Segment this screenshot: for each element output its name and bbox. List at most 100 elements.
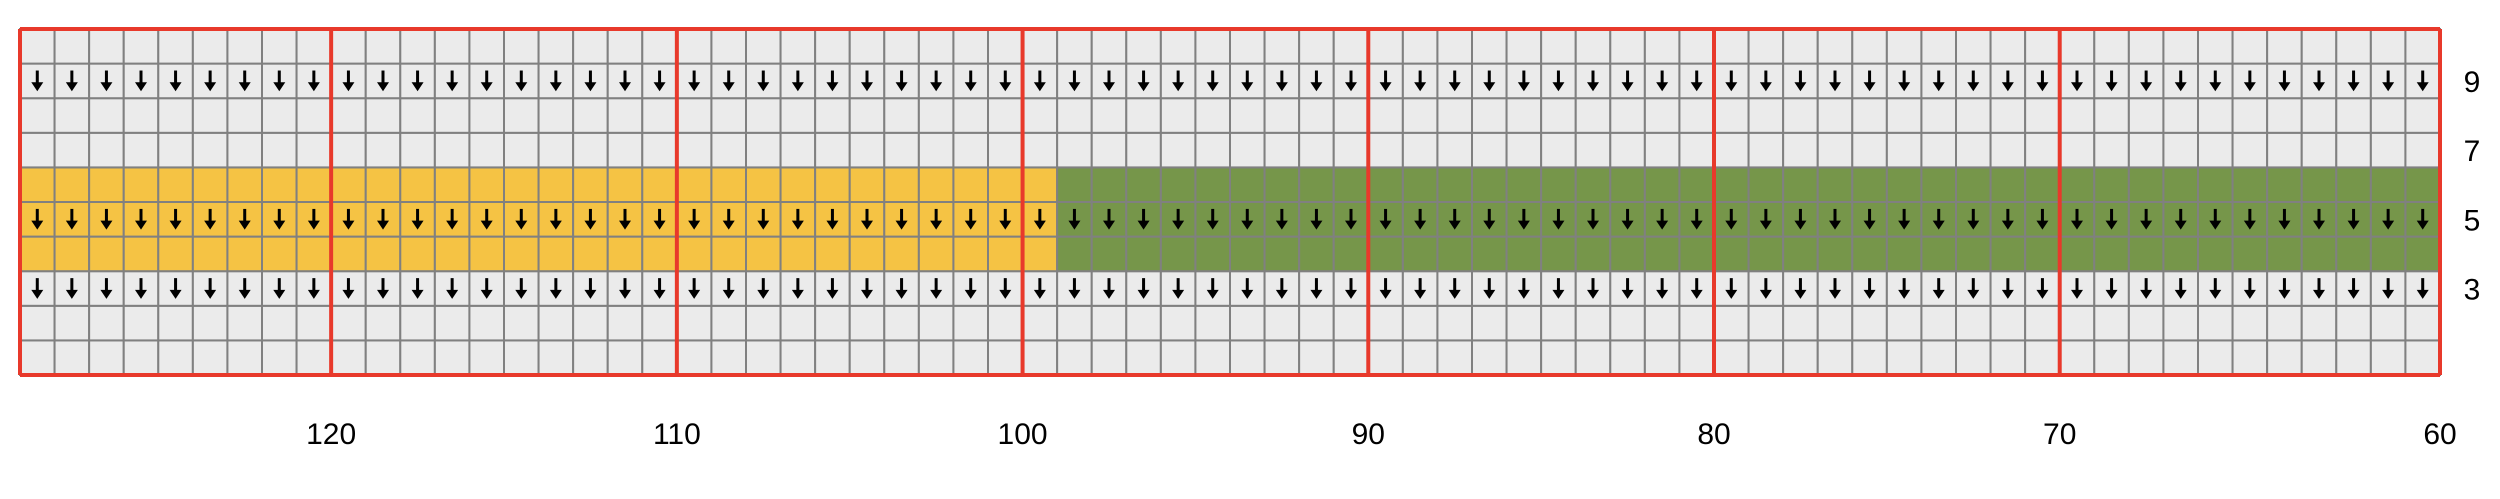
down-arrow-icon — [1587, 208, 1599, 230]
stitch-cell — [1505, 28, 1543, 65]
stitch-cell — [157, 97, 194, 134]
stitch-cell — [2162, 62, 2199, 100]
column-label: 60 — [2423, 418, 2456, 451]
down-arrow-icon — [1033, 278, 1046, 299]
down-arrow-icon — [480, 278, 493, 299]
row-label: 7 — [2464, 135, 2481, 168]
stitch-cell — [1471, 28, 1508, 65]
down-arrow-icon — [549, 278, 562, 299]
stitch-cell — [433, 131, 471, 169]
stitch-cell — [2093, 235, 2130, 273]
down-arrow-icon — [1345, 208, 1357, 230]
stitch-cell — [1471, 339, 1508, 376]
down-arrow-icon — [1448, 208, 1461, 230]
stitch-cell — [1229, 28, 1266, 65]
stitch-cell — [364, 339, 402, 376]
stitch-cell — [952, 304, 990, 342]
stitch-cell — [1021, 166, 1059, 203]
stitch-cell — [1505, 304, 1543, 342]
stitch-cell — [261, 28, 298, 65]
stitch-cell — [1436, 235, 1474, 273]
stitch-cell — [537, 166, 575, 203]
down-arrow-icon — [65, 208, 78, 230]
stitch-cell — [1298, 131, 1335, 169]
down-arrow-icon — [1033, 70, 1046, 92]
down-arrow-icon — [169, 278, 182, 299]
stitch-cell — [226, 97, 264, 134]
column-label: 120 — [306, 418, 356, 451]
stitch-cell — [848, 131, 886, 169]
stitch-cell — [468, 28, 505, 65]
row-label: 3 — [2464, 274, 2481, 307]
stitch-cell — [1125, 28, 1162, 65]
stitch-cell — [1194, 235, 1232, 273]
stitch-cell — [19, 235, 56, 273]
stitch-cell — [1782, 166, 1819, 203]
stitch-cell — [641, 166, 678, 203]
stitch-cell — [1643, 28, 1681, 65]
stitch-cell — [503, 304, 540, 342]
stitch-cell — [606, 235, 644, 273]
stitch-cell — [1159, 97, 1197, 134]
stitch-cell — [330, 28, 367, 65]
down-arrow-icon — [411, 70, 424, 92]
stitch-cell — [2300, 166, 2338, 203]
stitch-cell — [88, 304, 125, 342]
stitch-cell — [1955, 304, 1992, 342]
stitch-cell — [1298, 97, 1335, 134]
stitch-cell — [1885, 304, 1923, 342]
stitch-cell — [364, 28, 402, 65]
down-arrow-icon — [1587, 70, 1599, 92]
down-arrow-icon — [342, 70, 355, 92]
stitch-cell — [710, 166, 748, 203]
stitch-cell — [572, 131, 609, 169]
stitch-cell — [641, 28, 678, 65]
stitch-cell — [779, 97, 817, 134]
stitch-cell — [1920, 339, 1958, 376]
stitch-cell — [572, 339, 609, 376]
stitch-cell — [2231, 97, 2269, 134]
down-arrow-icon — [1517, 70, 1530, 92]
column-label: 110 — [653, 418, 701, 451]
stitch-cell — [2127, 28, 2165, 65]
stitch-cell — [917, 235, 955, 273]
down-arrow-icon — [2174, 70, 2187, 92]
down-arrow-icon — [2416, 208, 2429, 230]
stitch-cell — [537, 131, 575, 169]
stitch-cell — [1125, 97, 1162, 134]
down-arrow-icon — [135, 70, 147, 92]
stitch-cell — [157, 235, 194, 273]
stitch-cell — [1955, 339, 1992, 376]
down-arrow-icon — [1414, 70, 1427, 92]
stitch-cell — [1194, 339, 1232, 376]
down-arrow-icon — [2036, 70, 2049, 92]
stitch-cell — [1056, 339, 1093, 376]
stitch-cell — [537, 28, 575, 65]
stitch-cell — [814, 304, 851, 342]
stitch-cell — [779, 339, 817, 376]
stitch-cell — [261, 339, 298, 376]
stitch-cell — [191, 97, 229, 134]
down-arrow-icon — [135, 208, 147, 230]
stitch-cell — [1298, 28, 1335, 65]
stitch-cell — [1194, 131, 1232, 169]
down-arrow-icon — [1794, 208, 1807, 230]
stitch-cell — [1021, 304, 1059, 342]
stitch-cell — [19, 166, 56, 203]
down-arrow-icon — [2036, 208, 2049, 230]
stitch-cell — [675, 166, 713, 203]
stitch-cell — [814, 235, 851, 273]
stitch-cell — [1989, 339, 2027, 376]
stitch-cell — [122, 235, 160, 273]
stitch-cell — [2369, 166, 2407, 203]
down-arrow-icon — [722, 70, 735, 92]
down-arrow-icon — [2313, 278, 2325, 299]
stitch-cell — [2197, 166, 2234, 203]
stitch-cell — [1471, 97, 1508, 134]
stitch-cell — [2300, 28, 2338, 65]
down-arrow-icon — [238, 278, 251, 299]
stitch-cell — [1713, 235, 1750, 273]
stitch-cell — [295, 131, 333, 169]
stitch-cell — [1436, 131, 1474, 169]
stitch-cell — [1955, 166, 1992, 203]
